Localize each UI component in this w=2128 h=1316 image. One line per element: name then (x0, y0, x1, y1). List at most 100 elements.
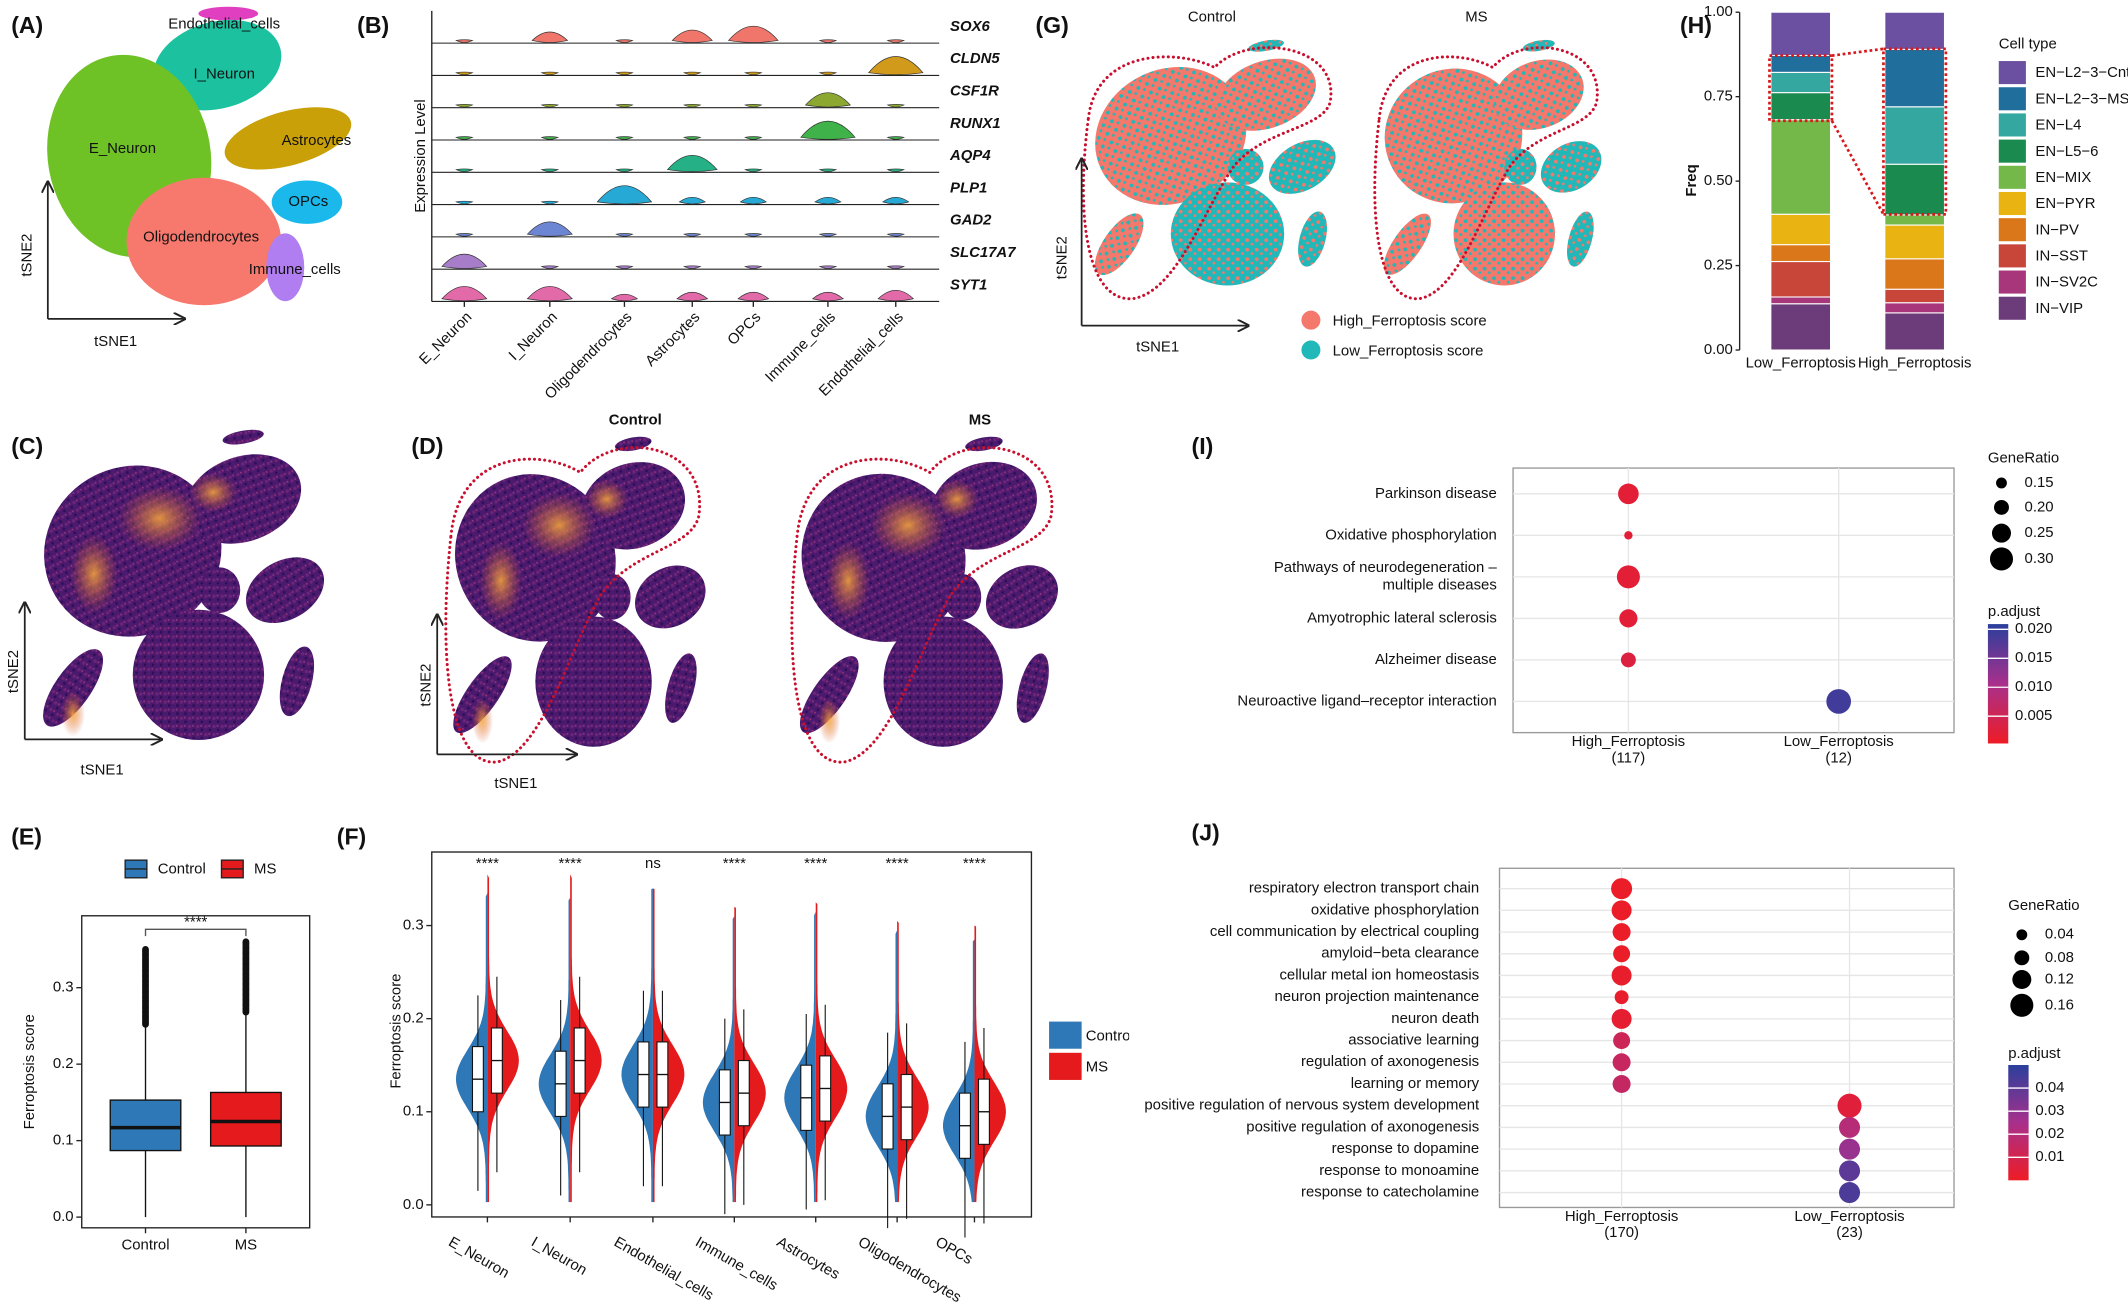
violin (615, 71, 634, 76)
outline (792, 448, 1052, 763)
term-label: amyloid−beta clearance (1321, 945, 1479, 962)
significance-label: **** (886, 855, 909, 872)
y-tick-label: 0.2 (403, 1010, 424, 1027)
colorbar-label: 0.020 (2015, 620, 2052, 637)
legend-label: IN−SV2C (2035, 274, 2098, 291)
term-label: neuron death (1391, 1010, 1479, 1027)
violin (683, 136, 702, 140)
term-label: response to dopamine (1332, 1140, 1480, 1157)
legend-label: MS (254, 861, 276, 878)
legend-title: GeneRatio (1988, 450, 2059, 467)
cell-cluster (1540, 141, 1602, 193)
colorbar-label: 0.010 (2015, 678, 2052, 695)
violin-half (734, 906, 766, 1203)
cell-cluster (453, 656, 512, 734)
significance-bracket (144, 928, 247, 937)
cluster-label: Immune_cells (249, 261, 341, 278)
x-tick-label: E_Neuron (416, 309, 475, 368)
colorbar-label: 0.04 (2035, 1079, 2064, 1096)
term-label: response to catecholamine (1301, 1183, 1479, 1200)
size-legend-dot (1991, 523, 2011, 543)
dot (1624, 531, 1633, 540)
violin (678, 196, 706, 205)
y-tick-label: 0.2 (53, 1055, 74, 1072)
legend-title: p.adjust (2008, 1045, 2061, 1062)
size-legend-label: 0.04 (2045, 926, 2074, 943)
violin (886, 233, 905, 237)
cell-cluster (224, 107, 352, 170)
colorbar-label: 0.005 (2015, 707, 2052, 724)
gene-label: CSF1R (950, 83, 999, 100)
legend-title: Cell type (1999, 36, 2057, 53)
dot (1614, 990, 1629, 1005)
panel-letter: (E) (11, 824, 42, 850)
cell-cluster (1268, 139, 1336, 194)
violin (877, 289, 915, 302)
violin (744, 71, 763, 76)
panel-letter: (I) (1192, 433, 1214, 459)
highlight-link (1831, 47, 1884, 57)
violin (540, 200, 560, 205)
violin (540, 136, 560, 140)
violin (455, 200, 474, 205)
violin-half (815, 902, 848, 1203)
legend-swatch (1998, 244, 2026, 268)
legend-swatch (1998, 218, 2026, 242)
x-tick-label: I_Neuron (505, 309, 560, 364)
cell-cluster (153, 19, 282, 111)
gene-label: GAD2 (950, 212, 992, 229)
term-label: Neuroactive ligand–receptor interaction (1237, 692, 1496, 709)
colorbar-label: 0.03 (2035, 1102, 2064, 1119)
violin (683, 233, 702, 237)
violin (683, 103, 702, 108)
panel-letter: (A) (11, 12, 43, 38)
term-label: associative learning (1348, 1032, 1479, 1049)
violin (683, 265, 702, 269)
legend-swatch (1998, 191, 2026, 216)
dot (1839, 1160, 1861, 1182)
legend-label: IN−VIP (2035, 300, 2083, 317)
term-label: Pathways of neurodegeneration – multiple … (1274, 559, 1498, 594)
violin (540, 168, 560, 172)
legend-label: EN−L2−3−Cntl (2035, 64, 2128, 81)
bar-segment (1770, 260, 1832, 298)
bar-segment (1884, 224, 1946, 260)
dot (1616, 565, 1640, 589)
cell-cluster (126, 177, 282, 306)
gene-label: AQP4 (949, 147, 991, 164)
hot-spot (471, 697, 494, 744)
term-label: Amyotrophic lateral sclerosis (1307, 609, 1497, 626)
violin-half (897, 920, 929, 1203)
highlight-link (1830, 120, 1885, 216)
cell-cluster (245, 557, 325, 624)
cell-cluster (635, 565, 706, 629)
dot (1837, 1093, 1862, 1118)
legend-swatch (1301, 310, 1321, 330)
plot-frame (1498, 867, 1955, 1209)
legend-label: EN−PYR (2035, 195, 2095, 212)
colorbar-label: 0.02 (2035, 1125, 2064, 1142)
bar-segment (1884, 163, 1946, 216)
violin (800, 120, 856, 140)
term-label: cell communication by electrical couplin… (1210, 923, 1479, 940)
size-legend-dot (2016, 929, 2028, 941)
legend-title: GeneRatio (2008, 897, 2079, 914)
colorbar-label: 0.01 (2035, 1148, 2064, 1165)
violin (886, 136, 905, 140)
dot (1612, 1075, 1631, 1093)
violin (818, 71, 838, 76)
x-axis-label: tSNE1 (494, 775, 537, 792)
size-legend-dot (1996, 477, 2007, 489)
x-tick-count: (170) (1604, 1224, 1639, 1241)
term-label: learning or memory (1351, 1075, 1480, 1092)
violin (744, 265, 763, 269)
significance-label: **** (963, 855, 986, 872)
size-legend-label: 0.30 (2025, 550, 2054, 567)
cell-cluster (43, 649, 104, 727)
legend-swatch (1998, 139, 2026, 163)
y-tick-label: 0.50 (1704, 172, 1733, 189)
cluster-label: Endothelial_cells (168, 15, 280, 32)
gene-label: SLC17A7 (950, 244, 1016, 261)
cell-cluster (1016, 653, 1049, 723)
panel-title: MS (1465, 9, 1487, 26)
